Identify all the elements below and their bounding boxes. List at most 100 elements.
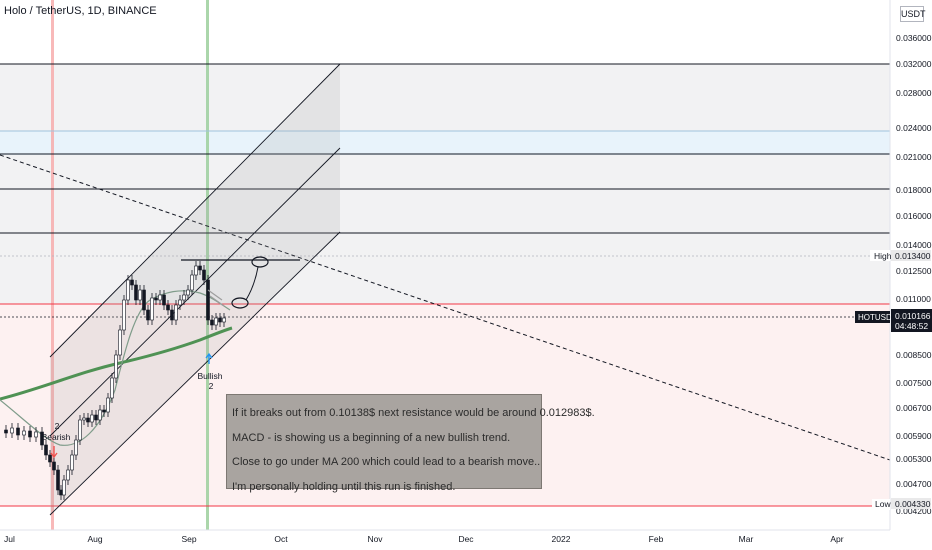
candle-down xyxy=(56,469,60,491)
candle-down xyxy=(48,454,52,463)
high-tag-bg xyxy=(870,250,890,261)
candle-up xyxy=(178,299,182,306)
price-tick-label: 0.004200 xyxy=(896,506,932,516)
time-axis-labels: Jul Aug Sep Oct Nov Dec 2022 Feb Mar Apr xyxy=(4,534,844,544)
bullish-marker-count: 2 xyxy=(209,381,214,391)
candle-down xyxy=(210,319,214,326)
candle-up xyxy=(78,419,82,441)
candle-up xyxy=(182,294,186,301)
candle-up xyxy=(74,439,78,456)
analysis-note: If it breaks out from 0.10138$ next resi… xyxy=(226,394,595,493)
time-tick-label: 2022 xyxy=(552,534,571,544)
candle-down xyxy=(130,279,134,286)
low-value-bg xyxy=(891,498,931,509)
candle-up xyxy=(62,479,66,496)
candle-up xyxy=(82,417,86,421)
bearish-arrow-icon xyxy=(50,446,58,459)
target-ellipse xyxy=(251,256,269,268)
candle-up xyxy=(22,430,26,436)
high-tag-value: 0.013400 xyxy=(895,251,931,261)
bearish-marker-label: Bearish xyxy=(42,432,71,442)
candle-down xyxy=(142,289,146,311)
price-tick-label: 0.012500 xyxy=(896,266,932,276)
candle-up xyxy=(114,354,118,379)
candle-up xyxy=(66,469,70,481)
resistance-lines xyxy=(0,63,890,234)
price-tick-label: 0.004700 xyxy=(896,479,932,489)
price-tick-label: 0.032000 xyxy=(896,59,932,69)
projection-stroke xyxy=(207,289,223,301)
candle-down xyxy=(134,284,138,301)
price-axis-labels: 0.036000 0.032000 0.028000 0.024000 0.021000… xyxy=(896,33,932,516)
downtrend-line xyxy=(0,154,891,461)
candle-down xyxy=(94,414,98,421)
candle-up xyxy=(98,409,102,421)
candle-up xyxy=(122,299,126,331)
price-scale[interactable] xyxy=(890,0,932,530)
candle-up xyxy=(106,397,110,413)
price-tick-label: 0.005300 xyxy=(896,454,932,464)
chart-title: Holo / TetherUS, 1D, BINANCE xyxy=(4,5,157,17)
price-tick-label: 0.007500 xyxy=(896,378,932,388)
price-tick-label: 0.028000 xyxy=(896,88,932,98)
candle-down xyxy=(146,309,150,321)
candle-up xyxy=(186,289,190,296)
candle-up xyxy=(70,454,74,471)
candle-down xyxy=(202,269,206,281)
bullish-marker-label: Bullish xyxy=(197,371,222,381)
candle-down xyxy=(102,409,106,413)
price-tick-label: 0.005900 xyxy=(896,431,932,441)
symbol-tag xyxy=(855,311,890,323)
symbol-tag-label: HOTUSDT xyxy=(858,313,897,322)
candlesticks xyxy=(4,261,226,500)
price-tick-label: 0.008500 xyxy=(896,350,932,360)
price-tick-label: 0.018000 xyxy=(896,185,932,195)
candle-down xyxy=(154,297,158,301)
low-tag-value: 0.004330 xyxy=(895,499,931,509)
last-price-tag xyxy=(891,309,932,332)
candle-up xyxy=(34,431,38,438)
candle-down xyxy=(52,461,56,471)
candle-down xyxy=(218,317,222,323)
price-tick-label: 0.006700 xyxy=(896,403,932,413)
bullish-arrow-icon xyxy=(205,352,213,364)
projection-stroke-2 xyxy=(209,295,225,307)
candle-down xyxy=(40,431,44,446)
note-line-1: If it breaks out from 0.10138$ next resi… xyxy=(232,407,595,419)
candle-down xyxy=(44,444,48,456)
time-tick-label: Aug xyxy=(87,534,102,544)
note-line-3: Close to go under MA 200 which could lea… xyxy=(232,456,541,468)
candle-down xyxy=(4,429,8,434)
time-tick-label: Nov xyxy=(367,534,383,544)
path-arrow xyxy=(245,266,259,301)
high-tag-label: High xyxy=(874,251,892,261)
candle-up xyxy=(150,297,154,321)
ma-fast-line xyxy=(0,290,231,446)
blue-highlight-zone xyxy=(0,131,890,155)
candle-up xyxy=(110,377,114,399)
time-scale[interactable] xyxy=(0,530,932,550)
candle-up xyxy=(222,317,226,323)
upper-range-zone xyxy=(0,64,890,304)
candle-up xyxy=(158,294,162,301)
candle-up xyxy=(90,414,94,423)
time-tick-label: Oct xyxy=(274,534,288,544)
bullish-time-line xyxy=(206,0,209,530)
candle-up xyxy=(10,427,14,434)
channel-fill xyxy=(50,64,340,515)
candle-up xyxy=(174,304,178,321)
candle-down xyxy=(86,417,90,423)
currency-badge[interactable]: USDT xyxy=(900,6,926,22)
candle-down xyxy=(198,265,202,271)
price-tick-label: 0.021000 xyxy=(896,152,932,162)
candle-up xyxy=(118,329,122,356)
candle-down xyxy=(166,304,170,311)
time-tick-label: Sep xyxy=(181,534,196,544)
candle-down xyxy=(206,279,210,321)
low-tag-label: Low xyxy=(875,499,891,509)
note-line-4: I'm personally holding until this run is… xyxy=(232,480,456,493)
candle-down xyxy=(170,309,174,321)
price-tick-label: 0.036000 xyxy=(896,33,932,43)
price-tick-label: 0.011000 xyxy=(896,294,931,304)
